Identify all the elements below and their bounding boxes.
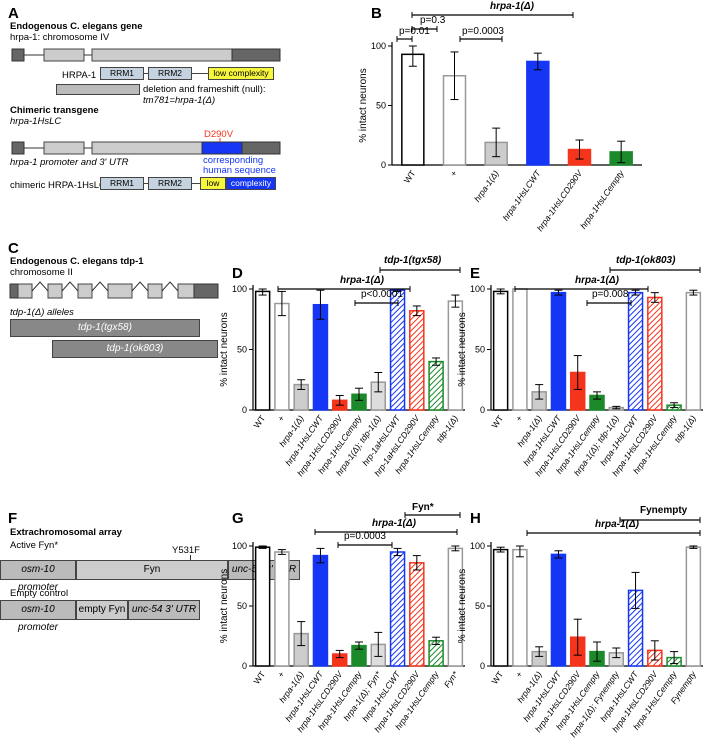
mutation-label: D290V bbox=[204, 129, 234, 140]
y-tick-label: 0 bbox=[242, 661, 247, 671]
protein-label: HRPA-1 bbox=[62, 70, 97, 81]
chimeric-rrm2: RRM2 bbox=[148, 177, 192, 190]
y-tick-label: 100 bbox=[371, 41, 386, 51]
x-tick-label: + bbox=[276, 413, 287, 423]
empty-control-label: Empty control bbox=[10, 588, 69, 599]
rrm2-domain: RRM2 bbox=[148, 67, 192, 80]
chimeric-low: low bbox=[200, 177, 226, 190]
tdp1-chrom: chromosome II bbox=[10, 267, 73, 278]
panel-b-label: B bbox=[371, 5, 382, 22]
y-tick-label: 100 bbox=[470, 541, 485, 551]
deletion-text: deletion and frameshift (null): bbox=[143, 84, 266, 95]
annotation-label: hrpa-1(Δ) bbox=[575, 275, 620, 286]
y531f-label: Y531F bbox=[172, 545, 200, 556]
chimeric-title: Chimeric transgene bbox=[10, 105, 99, 116]
human-seq-text: human sequence bbox=[203, 165, 276, 176]
x-tick-label: WT bbox=[490, 669, 506, 686]
y-axis-label: % intact neurons bbox=[358, 68, 369, 143]
y-axis-label: % intact neurons bbox=[219, 312, 230, 387]
allele-tgx58: tdp-1(tgx58) bbox=[10, 319, 200, 337]
osm10-promoter-empty: osm-10 promoter bbox=[0, 600, 76, 633]
chimeric-gene: hrpa-1HsLC bbox=[10, 116, 62, 127]
y-axis-label: % intact neurons bbox=[457, 312, 468, 387]
annotation-label: tdp-1(ok803) bbox=[616, 255, 676, 266]
osm10-promoter: osm-10 promoter bbox=[0, 560, 76, 593]
x-tick-label: + bbox=[276, 669, 287, 679]
corresponding-text: corresponding bbox=[203, 155, 264, 166]
annotation-label: p=0.01 bbox=[399, 26, 430, 37]
y-tick-label: 50 bbox=[237, 601, 247, 611]
x-tick-label: + bbox=[514, 669, 525, 679]
y-tick-label: 100 bbox=[470, 284, 485, 294]
chimeric-complexity: complexity bbox=[226, 177, 276, 190]
y-tick-label: 0 bbox=[480, 405, 485, 415]
chimeric-rrm1: RRM1 bbox=[100, 177, 144, 190]
x-tick-label: + bbox=[514, 413, 525, 423]
chimeric-gene-structure bbox=[11, 138, 281, 155]
bar bbox=[550, 553, 567, 667]
panel-c-label: C bbox=[8, 240, 19, 257]
annotation-label: Fynempty bbox=[640, 505, 688, 516]
array-title: Extrachromosomal array bbox=[10, 527, 122, 538]
active-fyn-label: Active Fyn* bbox=[10, 540, 59, 551]
y-tick-label: 0 bbox=[242, 405, 247, 415]
low-complexity-domain: low complexity bbox=[208, 67, 274, 80]
panel-h-label: H bbox=[470, 510, 481, 527]
fyn-block: Fyn bbox=[76, 560, 228, 580]
x-tick-label: + bbox=[448, 168, 459, 178]
y-tick-label: 50 bbox=[237, 345, 247, 355]
y-axis-label: % intact neurons bbox=[219, 569, 230, 644]
y-tick-label: 0 bbox=[480, 661, 485, 671]
chimeric-protein-label: chimeric HRPA-1HsLC bbox=[10, 180, 106, 191]
bar bbox=[512, 548, 528, 667]
bar bbox=[685, 546, 702, 667]
unc54-utr-empty: unc-54 3' UTR bbox=[128, 600, 200, 620]
rrm1-domain: RRM1 bbox=[100, 67, 144, 80]
panel-f-label: F bbox=[8, 510, 18, 527]
y-axis-label: % intact neurons bbox=[457, 569, 468, 644]
panel-a-label: A bbox=[8, 5, 19, 22]
y-tick-label: 50 bbox=[376, 101, 386, 111]
y-tick-label: 100 bbox=[232, 284, 247, 294]
promoter-text: hrpa-1 promoter and 3' UTR bbox=[10, 157, 129, 168]
y-tick-label: 50 bbox=[475, 345, 485, 355]
tdp1-title: Endogenous C. elegans tdp-1 bbox=[10, 256, 144, 267]
panel-g-label: G bbox=[232, 510, 244, 527]
empty-fyn-block: empty Fyn bbox=[76, 600, 128, 620]
y-tick-label: 50 bbox=[475, 601, 485, 611]
deletion-bar bbox=[56, 84, 140, 95]
annotation-label: hrpa-1(Δ) bbox=[490, 1, 535, 12]
tdp1-gene-structure bbox=[9, 281, 219, 299]
annotation-label: hrpa-1(Δ) bbox=[372, 518, 417, 529]
annotation-label: p=0.008 bbox=[592, 289, 629, 300]
gene-title: Endogenous C. elegans gene bbox=[10, 21, 143, 32]
annotation-label: p=0.3 bbox=[420, 15, 446, 26]
y-tick-label: 0 bbox=[381, 160, 386, 170]
panel-e-label: E bbox=[470, 265, 481, 282]
annotation-label: hrpa-1(Δ) bbox=[595, 519, 640, 530]
annotation-label: p<0.0001 bbox=[361, 289, 403, 300]
panel-d-label: D bbox=[232, 265, 243, 282]
annotation-label: hrpa-1(Δ) bbox=[340, 275, 385, 286]
bar bbox=[492, 548, 509, 667]
annotation-label: tdp-1(tgx58) bbox=[384, 255, 442, 266]
y-tick-label: 100 bbox=[232, 541, 247, 551]
gene-chromosome: hrpa-1: chromosome IV bbox=[10, 32, 110, 43]
allele-text: tm781=hrpa-1(Δ) bbox=[143, 95, 216, 106]
tdp1-alleles: tdp-1(Δ) alleles bbox=[10, 307, 74, 318]
annotation-label: p=0.0003 bbox=[344, 531, 386, 542]
hrpa1-gene-structure bbox=[11, 48, 281, 62]
annotation-label: p=0.0003 bbox=[462, 26, 504, 37]
annotation-label: Fyn* bbox=[412, 502, 434, 513]
allele-ok803: tdp-1(ok803) bbox=[52, 340, 218, 358]
